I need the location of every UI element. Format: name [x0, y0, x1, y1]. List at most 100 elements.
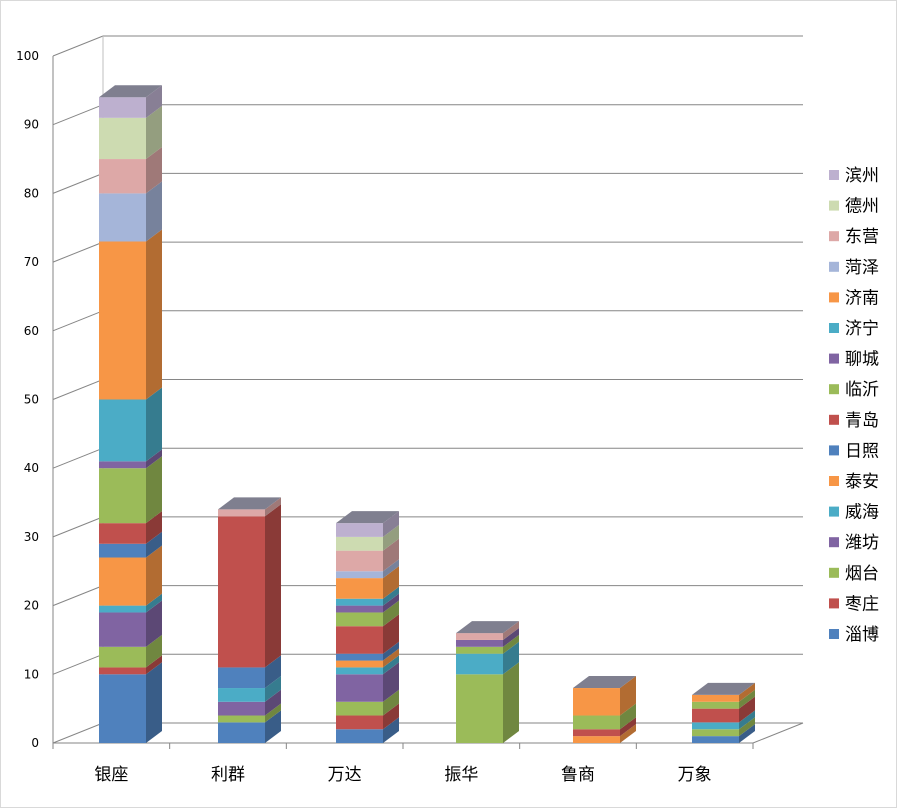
bar-segment: [336, 511, 399, 537]
bar-segment: [218, 676, 281, 702]
bar-segment-side: [265, 504, 281, 668]
bar-segment-front: [99, 523, 146, 544]
bar-segment-front: [218, 667, 265, 689]
legend-swatch: [829, 231, 839, 242]
bar-segment-front: [692, 694, 739, 702]
bar-segment-side: [383, 703, 399, 730]
legend-item: 日照: [829, 441, 879, 461]
gridline-diagonal: [52, 653, 104, 675]
bar-segment-front: [99, 241, 146, 400]
legend-swatch: [829, 476, 839, 486]
bar-segment: [336, 600, 399, 627]
bar-segment-side: [146, 531, 162, 558]
bar-segment: [218, 497, 281, 517]
bar-segment: [99, 511, 162, 544]
bar-segment-side: [739, 724, 755, 743]
bar-stack: [218, 497, 281, 743]
bar-segment: [456, 621, 519, 640]
bar-segment: [456, 662, 519, 743]
legend-item: 滨州: [829, 166, 879, 186]
bar-segment-front: [336, 701, 383, 716]
bar-segment: [336, 566, 399, 599]
bar-segment-front: [336, 715, 383, 730]
bar-segment-side: [383, 559, 399, 579]
bar-segment-front: [336, 536, 383, 551]
legend-swatch: [829, 567, 839, 578]
bar-segment-side: [620, 717, 636, 737]
x-tick-label: 万象: [678, 765, 712, 785]
bar-segment-side: [739, 717, 755, 737]
legend-item: 烟台: [829, 564, 879, 584]
bar-segment: [336, 717, 399, 743]
bar-segment-front: [336, 605, 383, 613]
bar-segment-front: [218, 688, 265, 702]
bar-segment-side: [383, 524, 399, 551]
bar-segment: [99, 147, 162, 194]
bar-segment-side: [739, 710, 755, 730]
bar-top-face: [456, 621, 519, 634]
bar-segment-side: [146, 229, 162, 400]
legend-item: 淄博: [829, 625, 879, 645]
bar-segment-front: [99, 399, 146, 462]
legend-swatch: [829, 170, 839, 180]
y-tick-label: 50: [24, 393, 39, 407]
gridline-diagonal: [52, 585, 104, 607]
bar-top-face: [692, 682, 755, 695]
x-tick-label: 振华: [444, 765, 478, 785]
bar-segment: [336, 648, 399, 668]
bar-segment-front: [573, 715, 620, 730]
legend-label: 东营: [845, 227, 879, 247]
bar-segment: [336, 593, 399, 613]
bar-stack: [692, 682, 755, 743]
bar-segment: [336, 524, 399, 551]
y-tick-label: 0: [31, 736, 39, 750]
bar-segment-side: [146, 387, 162, 462]
bar-segment-front: [456, 639, 503, 647]
bar-segment-front: [99, 193, 146, 242]
bar-segment-side: [383, 689, 399, 716]
legend-label: 威海: [845, 503, 879, 523]
legend-label: 烟台: [845, 564, 879, 584]
bar-segment: [218, 689, 281, 716]
bar-segment-front: [99, 117, 146, 160]
legend-swatch: [829, 261, 839, 272]
legend-label: 聊城: [845, 350, 879, 370]
bar-segment: [99, 85, 162, 118]
bar-segment: [99, 634, 162, 668]
bar-segment-side: [503, 641, 519, 675]
x-tick-label: 银座: [94, 765, 128, 785]
bar-segment: [336, 538, 399, 572]
gridline-diagonal: [52, 516, 104, 538]
bar-segment: [99, 600, 162, 647]
bar-segment-side: [620, 676, 636, 716]
legend-swatch: [829, 323, 839, 333]
bar-segment-front: [99, 612, 146, 647]
bar-segment-front: [692, 736, 739, 743]
bar-segment-front: [99, 605, 146, 613]
bar-segment: [573, 703, 636, 730]
bar-segment: [336, 703, 399, 730]
legend-swatch: [829, 200, 839, 211]
bar-segment: [99, 105, 162, 160]
bar-top-face: [336, 511, 399, 524]
y-tick-label: 90: [24, 118, 39, 132]
legend-swatch: [829, 292, 839, 303]
bar-segment-side: [383, 717, 399, 743]
legend-item: 德州: [829, 197, 879, 217]
bar-segment-front: [99, 557, 146, 606]
bar-stack: [336, 511, 399, 743]
bar-segment-front: [336, 571, 383, 579]
y-tick-label: 20: [24, 599, 39, 613]
bar-segment: [692, 710, 755, 730]
legend-swatch: [829, 445, 839, 456]
x-tick-label: 鲁商: [561, 765, 595, 785]
legend-item: 枣庄: [829, 594, 879, 614]
bar-segment-side: [146, 105, 162, 160]
legend-swatch: [829, 353, 839, 364]
legend-swatch: [829, 414, 839, 425]
bar-segment: [573, 676, 636, 716]
bar-segment: [99, 593, 162, 613]
